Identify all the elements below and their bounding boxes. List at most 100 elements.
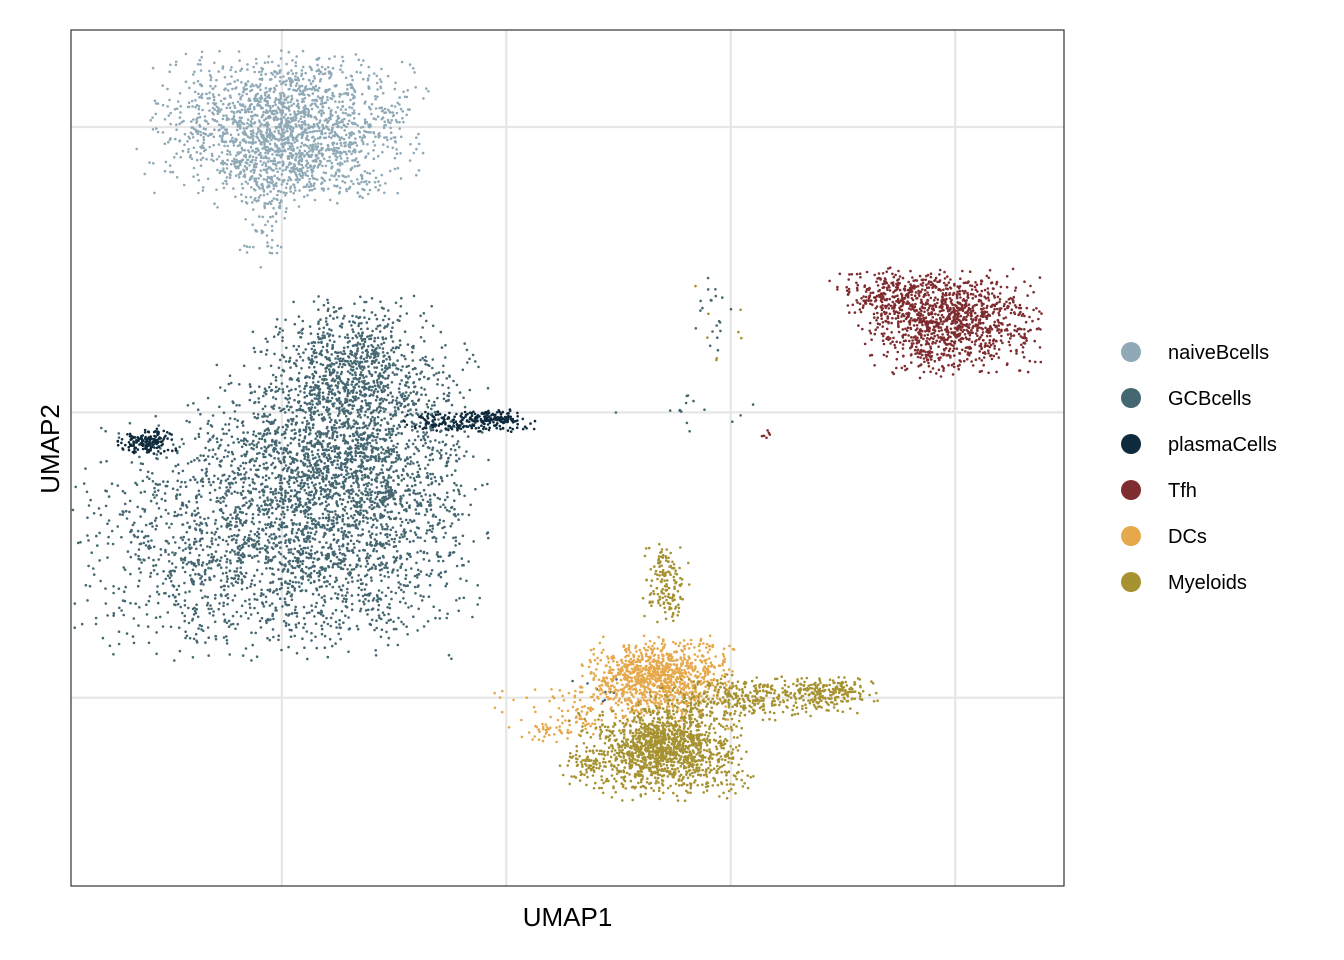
point-naiveBcells-0-817 [194, 105, 197, 109]
point-GCBcells-0-1058 [173, 514, 176, 518]
point-GCBcells-0-1269 [258, 547, 262, 550]
point-GCBcells-0-722 [427, 595, 431, 598]
point-GCBcells-0-905 [244, 571, 248, 575]
point-naiveBcells-0-1259 [353, 90, 357, 94]
point-GCBcells-0-688 [294, 605, 298, 609]
point-naiveBcells-0-1599 [296, 113, 299, 116]
point-naiveBcells-0-1268 [303, 120, 307, 123]
point-GCBcells-1-107 [254, 542, 257, 546]
point-naiveBcells-0-1076 [192, 118, 195, 121]
point-GCBcells-0-856 [369, 516, 373, 520]
point-GCBcells-1-256 [430, 569, 434, 572]
point-naiveBcells-0-1069 [201, 189, 205, 192]
point-GCBcells-0-1802 [264, 600, 268, 604]
point-GCBcells-0-145 [311, 592, 315, 596]
point-GCBcells-0-25 [255, 445, 259, 449]
point-GCBcells-0-1667 [258, 580, 262, 583]
point-naiveBcells-2-55 [266, 160, 270, 163]
point-naiveBcells-0-925 [400, 60, 404, 64]
point-GCBcells-0-1349 [276, 592, 279, 596]
point-GCBcells-0-463 [273, 456, 276, 460]
point-GCBcells-0-568 [271, 580, 275, 584]
point-naiveBcells-3-19 [383, 191, 386, 195]
point-naiveBcells-0-1144 [187, 101, 191, 104]
point-GCBcells-0-1055 [238, 544, 241, 548]
point-GCBcells-0-450 [311, 527, 314, 530]
point-GCBcells-0-693 [226, 543, 230, 546]
point-GCBcells-1-565 [418, 467, 422, 471]
point-GCBcells-0-734 [152, 569, 156, 572]
point-naiveBcells-1-333 [276, 117, 280, 120]
point-naiveBcells-0-1284 [203, 115, 207, 118]
point-naiveBcells-0-1405 [310, 68, 314, 72]
point-naiveBcells-1-258 [313, 198, 317, 202]
point-naiveBcells-1-62 [287, 155, 291, 158]
point-GCBcells-1-464 [453, 499, 456, 503]
point-GCBcells-0-758 [260, 588, 263, 592]
point-naiveBcells-0-1421 [226, 158, 229, 162]
point-GCBcells-0-1560 [183, 570, 187, 574]
point-naiveBcells-0-1447 [302, 106, 306, 110]
point-naiveBcells-0-473 [351, 159, 354, 162]
point-GCBcells-0-1532 [121, 489, 125, 493]
point-GCBcells-0-1214 [242, 575, 246, 578]
point-GCBcells-0-821 [223, 554, 227, 558]
point-naiveBcells-1-124 [265, 122, 269, 126]
point-GCBcells-0-1272 [225, 486, 228, 489]
point-naiveBcells-0-419 [310, 107, 314, 111]
point-GCBcells-0-1393 [190, 512, 194, 516]
point-naiveBcells-1-42 [237, 176, 241, 179]
point-GCBcells-0-1038 [160, 497, 164, 501]
point-GCBcells-1-369 [341, 584, 345, 587]
point-naiveBcells-1-13 [284, 210, 288, 214]
point-GCBcells-1-1006 [425, 319, 428, 323]
point-GCBcells-0-1665 [284, 613, 288, 616]
point-GCBcells-0-960 [324, 567, 328, 570]
point-naiveBcells-0-238 [288, 121, 292, 124]
point-naiveBcells-0-1188 [349, 98, 352, 102]
point-naiveBcells-1-308 [239, 171, 243, 175]
point-naiveBcells-0-290 [213, 118, 217, 122]
point-naiveBcells-0-292 [245, 92, 248, 96]
point-naiveBcells-0-56 [402, 90, 405, 94]
point-GCBcells-0-308 [177, 513, 180, 516]
point-GCBcells-0-128 [230, 548, 234, 552]
point-GCBcells-0-760 [176, 602, 180, 606]
point-naiveBcells-0-605 [303, 93, 306, 96]
point-naiveBcells-0-1238 [316, 137, 320, 140]
point-naiveBcells-0-986 [389, 137, 393, 140]
point-GCBcells-1-843 [287, 393, 290, 397]
point-GCBcells-1-884 [411, 428, 414, 432]
point-naiveBcells-0-1453 [327, 116, 331, 120]
point-naiveBcells-0-1153 [200, 55, 203, 59]
point-GCBcells-0-1420 [293, 566, 297, 570]
point-naiveBcells-0-147 [287, 71, 290, 74]
point-GCBcells-0-796 [174, 464, 177, 468]
point-naiveBcells-0-514 [242, 88, 246, 92]
point-GCBcells-0-1503 [390, 597, 393, 601]
point-naiveBcells-0-770 [291, 72, 295, 75]
point-GCBcells-0-1600 [382, 556, 385, 559]
point-naiveBcells-0-601 [283, 98, 287, 101]
point-naiveBcells-0-247 [343, 117, 346, 121]
point-GCBcells-0-1166 [235, 567, 239, 570]
point-naiveBcells-0-1229 [286, 121, 289, 125]
point-GCBcells-0-894 [198, 554, 201, 557]
point-GCBcells-1-450 [435, 372, 438, 375]
point-GCBcells-0-747 [139, 571, 142, 574]
point-GCBcells-0-1105 [268, 566, 272, 570]
point-naiveBcells-2-14 [270, 246, 273, 249]
point-naiveBcells-0-1038 [237, 133, 240, 136]
point-naiveBcells-1-214 [313, 182, 316, 185]
point-GCBcells-0-691 [380, 628, 384, 631]
point-GCBcells-1-751 [380, 451, 383, 455]
point-GCBcells-1-844 [400, 296, 403, 300]
point-naiveBcells-0-30 [338, 100, 341, 104]
point-naiveBcells-0-932 [309, 144, 312, 148]
point-GCBcells-0-1308 [237, 575, 241, 578]
point-GCBcells-0-1326 [218, 563, 221, 567]
point-GCBcells-1-814 [313, 470, 316, 474]
point-naiveBcells-1-337 [277, 131, 281, 135]
point-GCBcells-0-320 [228, 474, 231, 478]
point-naiveBcells-1-29 [306, 166, 309, 169]
